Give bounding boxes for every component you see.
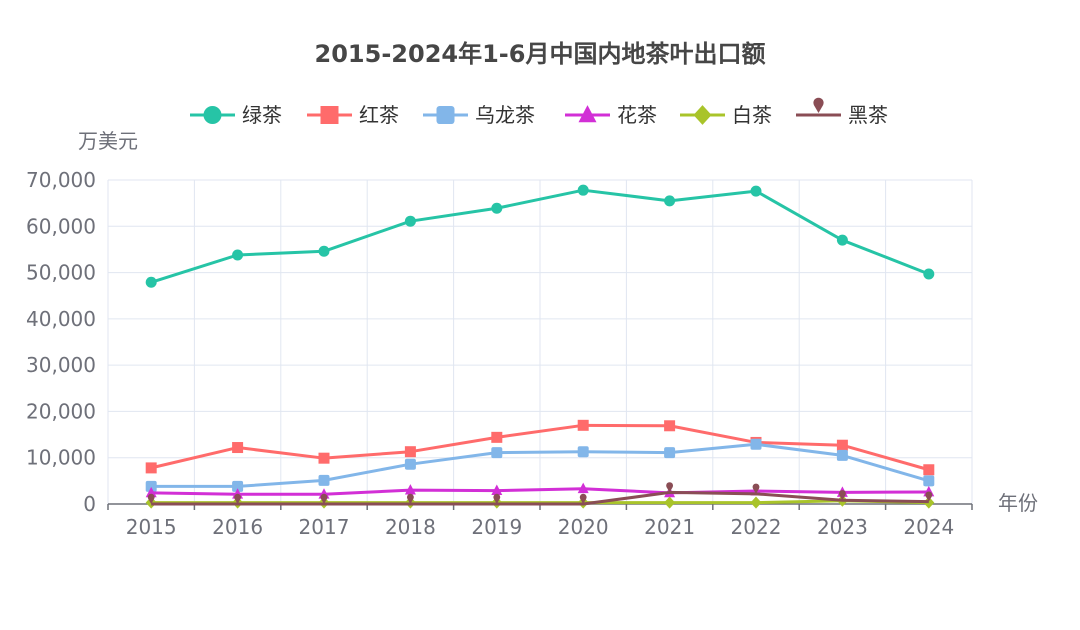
series-line[interactable] <box>151 490 929 506</box>
data-point[interactable] <box>318 245 330 257</box>
x-tick-label: 2015 <box>126 515 177 539</box>
legend-marker <box>436 106 455 124</box>
series-line[interactable] <box>150 188 930 284</box>
data-point[interactable] <box>491 484 503 495</box>
data-point[interactable] <box>318 452 330 464</box>
data-point[interactable] <box>923 475 935 487</box>
x-tick-label: 2016 <box>212 515 263 539</box>
data-point[interactable] <box>577 184 589 196</box>
data-point[interactable] <box>839 490 846 501</box>
data-point[interactable] <box>923 268 935 280</box>
x-tick-label: 2022 <box>731 515 782 539</box>
data-point[interactable] <box>491 447 503 459</box>
y-tick-label: 40,000 <box>26 307 96 331</box>
data-point[interactable] <box>404 215 416 227</box>
x-tick-label: 2019 <box>471 515 522 539</box>
data-point[interactable] <box>579 493 587 504</box>
data-point[interactable] <box>750 438 762 450</box>
series-line[interactable] <box>151 442 930 488</box>
data-point[interactable] <box>664 195 676 207</box>
chart-title: 2015-2024年1-6月中国内地茶叶出口额 <box>315 40 766 68</box>
data-point[interactable] <box>836 439 848 451</box>
legend-item[interactable]: 乌龙茶 <box>423 103 535 127</box>
legend-label: 花茶 <box>617 103 657 127</box>
data-point[interactable] <box>404 458 416 470</box>
data-point[interactable] <box>493 493 501 504</box>
data-point[interactable] <box>664 496 676 509</box>
data-point[interactable] <box>666 482 673 493</box>
x-tick-label: 2017 <box>299 515 350 539</box>
x-tick-label: 2021 <box>644 515 695 539</box>
data-point[interactable] <box>145 480 157 492</box>
y-tick-label: 0 <box>83 492 96 516</box>
series-5 <box>147 482 933 506</box>
data-point[interactable] <box>836 234 848 246</box>
legend-marker <box>320 106 339 124</box>
legend-label: 绿茶 <box>242 103 282 127</box>
x-tick-label: 2023 <box>817 515 868 539</box>
series-line[interactable] <box>151 487 929 496</box>
legend-item[interactable]: 绿茶 <box>190 103 282 127</box>
x-tick-label: 2024 <box>903 515 954 539</box>
data-point[interactable] <box>234 493 242 504</box>
data-point[interactable] <box>836 449 848 461</box>
legend-item[interactable]: 白茶 <box>680 103 772 127</box>
data-point[interactable] <box>491 431 503 443</box>
legend-label: 红茶 <box>359 103 399 127</box>
legend-marker <box>693 105 712 125</box>
y-tick-label: 50,000 <box>26 261 96 285</box>
y-tick-label: 10,000 <box>26 446 96 470</box>
y-axis-name: 万美元 <box>78 129 138 153</box>
data-point[interactable] <box>232 249 244 261</box>
legend-marker <box>203 106 222 124</box>
data-point[interactable] <box>147 493 155 504</box>
data-point[interactable] <box>407 493 414 504</box>
data-point[interactable] <box>923 496 935 509</box>
data-point[interactable] <box>145 276 157 288</box>
data-point[interactable] <box>664 447 676 459</box>
series-line[interactable] <box>150 423 930 472</box>
data-point[interactable] <box>577 446 589 458</box>
data-point[interactable] <box>320 493 328 504</box>
x-tick-label: 2018 <box>385 515 436 539</box>
data-point[interactable] <box>232 442 244 454</box>
data-point[interactable] <box>404 446 416 458</box>
data-point[interactable] <box>750 185 762 197</box>
data-point[interactable] <box>404 484 416 495</box>
series-0 <box>145 184 935 288</box>
axis-layer: 0 10,000 20,000 30,000 40,000 50,000 60,000 70,… <box>26 168 973 539</box>
data-point[interactable] <box>577 482 589 494</box>
legend-label: 乌龙茶 <box>475 103 535 127</box>
data-point[interactable] <box>925 491 933 502</box>
grid-layer <box>107 179 973 504</box>
data-point[interactable] <box>752 483 760 494</box>
data-point[interactable] <box>318 474 330 486</box>
legend-marker <box>578 105 597 123</box>
legend-marker <box>813 97 824 113</box>
data-point[interactable] <box>145 486 157 498</box>
y-tick-label: 60,000 <box>26 214 96 238</box>
legend-item[interactable]: 花茶 <box>565 103 657 127</box>
y-tick-label: 70,000 <box>26 168 96 192</box>
legend[interactable]: 绿茶 红茶 乌龙茶 花茶 白茶 黑茶 <box>190 97 888 127</box>
data-point[interactable] <box>577 419 589 431</box>
data-point[interactable] <box>232 480 244 492</box>
x-tick-label: 2020 <box>558 515 609 539</box>
x-axis-name: 年份 <box>998 491 1038 515</box>
data-point[interactable] <box>664 420 676 432</box>
data-point[interactable] <box>750 496 762 509</box>
y-tick-label: 30,000 <box>26 353 96 377</box>
y-tick-label: 20,000 <box>26 399 96 423</box>
legend-item[interactable]: 红茶 <box>307 103 399 127</box>
series-layer <box>145 184 935 509</box>
data-point[interactable] <box>491 202 503 214</box>
data-point[interactable] <box>923 464 935 476</box>
series-2 <box>145 438 935 492</box>
legend-label: 白茶 <box>732 103 772 127</box>
data-point[interactable] <box>145 462 157 474</box>
legend-label: 黑茶 <box>848 103 888 127</box>
legend-item[interactable]: 黑茶 <box>796 97 888 127</box>
